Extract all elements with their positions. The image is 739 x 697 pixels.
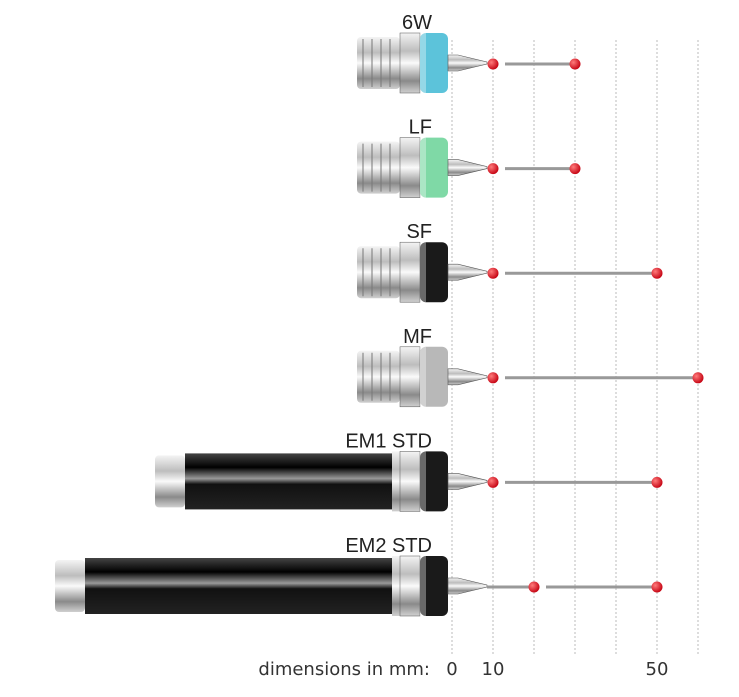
- extension-bar: [85, 558, 408, 614]
- probe-collar: [399, 137, 421, 198]
- extension-connector: [155, 455, 185, 508]
- module-body: [420, 137, 448, 198]
- probe-em2-std: EM2 STD: [55, 535, 663, 617]
- stylus-ball-1: [487, 372, 499, 384]
- probe-label: EM1 STD: [345, 430, 432, 452]
- stylus-ball-2: [569, 58, 581, 70]
- probe-em1-std: EM1 STD: [155, 430, 663, 512]
- module-body: [420, 556, 448, 616]
- stylus-taper: [447, 54, 488, 72]
- stylus-ball-1: [487, 267, 499, 279]
- probe-collar: [399, 241, 421, 303]
- probe-6w: 6W: [357, 12, 581, 94]
- probe-head: [357, 141, 400, 194]
- stylus-taper: [447, 473, 488, 490]
- stylus-ball-2: [692, 372, 704, 384]
- module-body: [420, 346, 448, 407]
- module-body: [420, 33, 448, 93]
- stylus-taper: [447, 577, 488, 595]
- stylus-ball-1: [487, 58, 499, 70]
- stylus-taper: [447, 263, 488, 281]
- tick-label-50: 50: [646, 659, 669, 680]
- probe-sf: SF: [357, 221, 663, 303]
- probe-collar: [399, 451, 421, 512]
- probe-label: MF: [403, 326, 432, 348]
- stylus-taper: [447, 368, 488, 386]
- extension-bar: [185, 453, 408, 510]
- probe-collar: [399, 555, 421, 617]
- axis-label: dimensions in mm:: [258, 659, 430, 680]
- stylus-ball-2: [651, 267, 663, 279]
- stylus-ball-1: [528, 581, 540, 593]
- probe-head: [357, 37, 400, 89]
- stylus-ball-2: [651, 581, 663, 593]
- probe-mf: MF: [357, 326, 704, 408]
- module-body: [420, 242, 448, 303]
- stylus-ball-1: [487, 163, 499, 175]
- stylus-ball-2: [651, 476, 663, 488]
- stylus-taper: [447, 159, 488, 176]
- probe-lf: LF: [357, 117, 581, 198]
- stylus-ball-1: [487, 476, 499, 488]
- module-body: [420, 451, 448, 512]
- probe-label: SF: [406, 221, 432, 243]
- probe-label: 6W: [402, 12, 432, 34]
- probe-label: LF: [409, 117, 432, 139]
- probe-collar: [399, 346, 421, 408]
- probe-collar: [399, 32, 421, 94]
- tick-label-10: 10: [482, 659, 505, 680]
- probe-label: EM2 STD: [345, 535, 432, 557]
- tick-label-0: 0: [446, 659, 457, 680]
- extension-connector: [55, 560, 85, 612]
- probe-head: [357, 350, 400, 403]
- probe-head: [357, 246, 400, 299]
- stylus-ball-2: [569, 163, 581, 175]
